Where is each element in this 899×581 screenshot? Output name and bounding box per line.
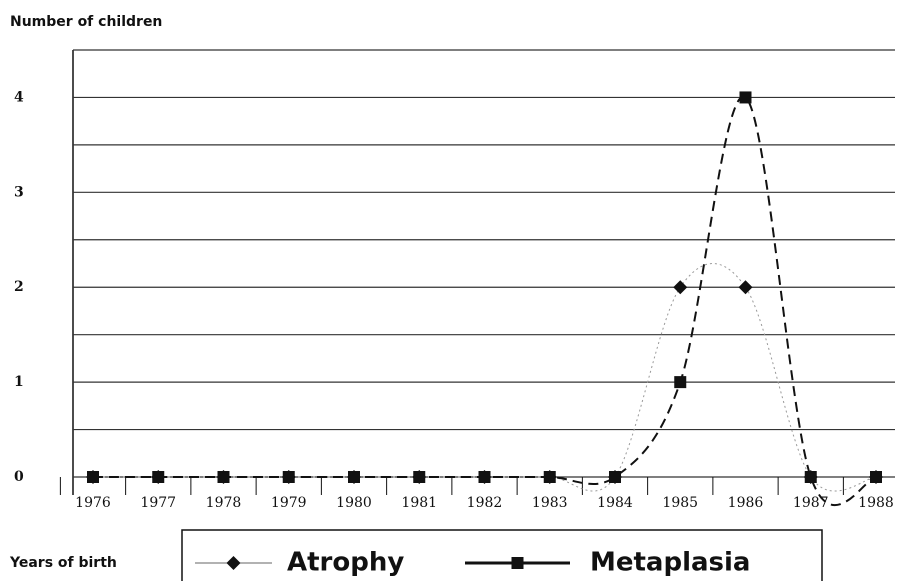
series-line — [93, 95, 877, 506]
x-tick-label: 1977 — [140, 495, 176, 511]
legend-label: Metaplasia — [590, 548, 750, 578]
x-tick-label: 1976 — [75, 495, 111, 511]
data-point — [217, 471, 230, 483]
y-tick-label: 3 — [14, 184, 24, 200]
x-axis-label: Years of birth — [9, 555, 117, 571]
data-point — [348, 471, 360, 483]
y-tick-label: 1 — [14, 374, 24, 390]
data-point — [738, 280, 753, 295]
data-point — [739, 91, 752, 104]
y-tick-label: 4 — [14, 89, 24, 105]
y-tick-label: 0 — [14, 469, 24, 485]
data-point — [413, 471, 426, 483]
x-tick-label: 1980 — [336, 495, 372, 511]
x-tick-label: 1988 — [858, 495, 894, 511]
data-point — [674, 376, 687, 389]
x-tick-label: 1985 — [662, 495, 698, 511]
x-tick-label: 1978 — [206, 495, 242, 511]
data-point — [870, 471, 882, 483]
y-tick-label: 2 — [14, 279, 24, 295]
legend-marker — [511, 557, 524, 569]
x-tick-label: 1981 — [401, 495, 437, 511]
data-point — [282, 471, 295, 483]
data-point — [804, 471, 817, 483]
x-tick-label: 1984 — [597, 495, 633, 511]
data-point — [673, 280, 688, 295]
x-tick-label: 1979 — [271, 495, 307, 511]
data-point — [543, 471, 556, 483]
y-axis-label: Number of children — [10, 14, 162, 30]
data-point — [87, 471, 99, 483]
x-tick-label: 1986 — [728, 495, 764, 511]
series-line — [93, 263, 877, 492]
data-point — [478, 471, 491, 483]
x-tick-label: 1983 — [532, 495, 568, 511]
data-point — [152, 471, 165, 483]
legend-box — [181, 529, 823, 581]
legend-label: Atrophy — [287, 548, 404, 578]
data-point — [609, 471, 621, 483]
legend-marker — [226, 556, 241, 570]
x-tick-label: 1982 — [467, 495, 503, 511]
x-tick-label: 1987 — [793, 495, 829, 511]
